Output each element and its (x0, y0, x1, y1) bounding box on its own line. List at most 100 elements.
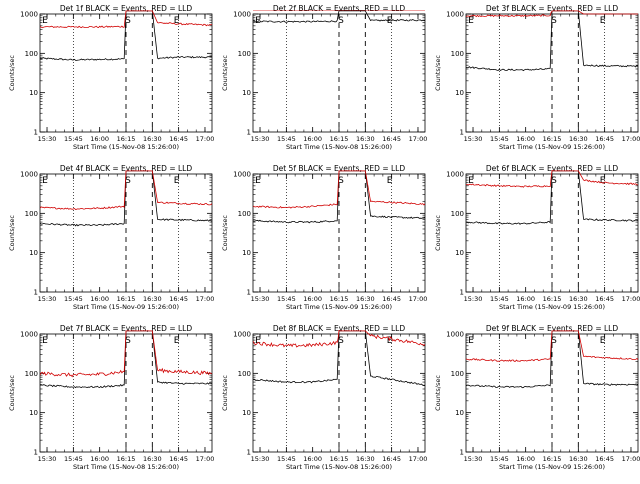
y-tick-label: 1 (460, 129, 464, 137)
x-tick-label: 15:30 (38, 295, 57, 303)
y-tick-label: 10 (455, 249, 464, 257)
x-tick-label: 15:30 (464, 135, 483, 143)
chart-panel-7: Det 7f BLACK = Events, RED = LLD 1 10 100 10… (8, 324, 214, 471)
y-tick-label: 100 (25, 370, 38, 378)
marker-s: S (125, 16, 131, 26)
series-line-lld (253, 170, 425, 209)
marker-s: S (338, 336, 344, 346)
chart-title: Det 7f BLACK = Events, RED = LLD (60, 324, 193, 333)
series-line-events (40, 170, 212, 227)
x-tick-label: 16:30 (569, 455, 588, 463)
x-tick-label: 16:45 (169, 295, 188, 303)
y-tick-label: 1000 (233, 331, 251, 339)
marker-e: E (600, 336, 606, 346)
y-tick-label: 1 (34, 129, 38, 137)
y-axis-label: Counts/sec (221, 375, 229, 411)
y-tick-label: 1000 (20, 11, 38, 19)
x-tick-label: 16:30 (356, 135, 375, 143)
chart-panel-5: Det 5f BLACK = Events, RED = LLD 1 10 100 10… (221, 164, 427, 311)
series-line-lld (253, 330, 425, 348)
x-tick-label: 16:00 (516, 295, 535, 303)
x-tick-label: 16:00 (90, 135, 109, 143)
x-tick-label: 16:15 (330, 295, 349, 303)
x-tick-label: 15:45 (490, 455, 509, 463)
x-tick-label: 15:45 (277, 135, 296, 143)
marker-s: S (338, 176, 344, 186)
x-tick-label: 16:30 (143, 455, 162, 463)
y-tick-label: 1 (34, 449, 38, 457)
series-line-events (253, 10, 425, 23)
y-tick-label: 100 (238, 370, 251, 378)
chart-title: Det 8f BLACK = Events, RED = LLD (273, 324, 406, 333)
x-tick-label: 17:00 (622, 295, 640, 303)
chart-panel-1: Det 1f BLACK = Events, RED = LLD 1 10 100 10… (8, 4, 214, 151)
x-tick-label: 16:30 (356, 295, 375, 303)
x-tick-label: 17:00 (409, 295, 428, 303)
x-tick-label: 16:45 (382, 135, 401, 143)
y-tick-label: 100 (25, 210, 38, 218)
chart-title: Det 1f BLACK = Events, RED = LLD (60, 4, 193, 13)
series-line-lld (466, 170, 638, 188)
x-tick-label: 16:30 (569, 295, 588, 303)
marker-e: E (600, 16, 606, 26)
x-tick-label: 15:30 (38, 455, 57, 463)
y-tick-label: 100 (25, 50, 38, 58)
x-tick-label: 16:45 (169, 135, 188, 143)
x-tick-label: 16:15 (330, 455, 349, 463)
y-tick-label: 10 (29, 409, 38, 417)
y-axis-label: Counts/sec (8, 375, 16, 411)
series-line-events (466, 170, 638, 225)
y-axis-label: Counts/sec (221, 215, 229, 251)
x-tick-label: 16:45 (595, 295, 614, 303)
marker-e: E (387, 336, 393, 346)
x-tick-label: 17:00 (409, 135, 428, 143)
chart-panel-4: Det 4f BLACK = Events, RED = LLD 1 10 100 10… (8, 164, 214, 311)
y-tick-label: 100 (451, 370, 464, 378)
x-tick-label: 16:15 (117, 455, 136, 463)
y-tick-label: 10 (29, 89, 38, 97)
y-tick-label: 1000 (233, 11, 251, 19)
y-tick-label: 10 (455, 409, 464, 417)
marker-e: E (174, 336, 180, 346)
x-tick-label: 16:30 (143, 295, 162, 303)
x-tick-label: 16:15 (117, 135, 136, 143)
y-tick-label: 100 (238, 50, 251, 58)
x-tick-label: 15:45 (490, 135, 509, 143)
marker-e-left: E (255, 176, 261, 186)
marker-e-left: E (468, 336, 474, 346)
chart-title: Det 2f BLACK = Events, RED = LLD (273, 4, 406, 13)
chart-panel-9: Det 9f BLACK = Events, RED = LLD 1 10 100 10… (434, 324, 640, 471)
y-axis-label: Counts/sec (8, 55, 16, 91)
y-tick-label: 1 (247, 289, 251, 297)
x-tick-label: 15:30 (464, 295, 483, 303)
x-tick-label: 15:45 (64, 295, 83, 303)
y-tick-label: 1 (34, 289, 38, 297)
x-tick-label: 15:45 (277, 295, 296, 303)
x-tick-label: 16:15 (543, 455, 562, 463)
x-axis-label: Start Time (15-Nov-09 15:26:00) (73, 303, 179, 311)
x-tick-label: 16:00 (516, 135, 535, 143)
x-tick-label: 16:30 (569, 135, 588, 143)
x-axis-label: Start Time (15-Nov-09 15:26:00) (286, 303, 392, 311)
x-tick-label: 16:15 (543, 135, 562, 143)
x-axis-label: Start Time (15-Nov-09 15:26:00) (499, 303, 605, 311)
x-axis-label: Start Time (15-Nov-08 15:26:00) (73, 143, 179, 151)
x-tick-label: 16:30 (356, 455, 375, 463)
y-tick-label: 1 (247, 129, 251, 137)
series-line-lld (40, 170, 212, 210)
marker-e-left: E (42, 176, 48, 186)
series-line-lld (466, 330, 638, 362)
y-tick-label: 100 (451, 210, 464, 218)
x-tick-label: 17:00 (409, 455, 428, 463)
y-tick-label: 1 (460, 289, 464, 297)
x-axis-label: Start Time (15-Nov-08 15:26:00) (286, 463, 392, 471)
chart-panel-6: Det 6f BLACK = Events, RED = LLD 1 10 100 10… (434, 164, 640, 311)
x-tick-label: 16:15 (543, 295, 562, 303)
chart-panel-8: Det 8f BLACK = Events, RED = LLD 1 10 100 10… (221, 324, 427, 471)
series-line-lld (466, 10, 638, 18)
x-tick-label: 15:45 (64, 135, 83, 143)
x-tick-label: 17:00 (196, 455, 215, 463)
marker-e: E (174, 176, 180, 186)
